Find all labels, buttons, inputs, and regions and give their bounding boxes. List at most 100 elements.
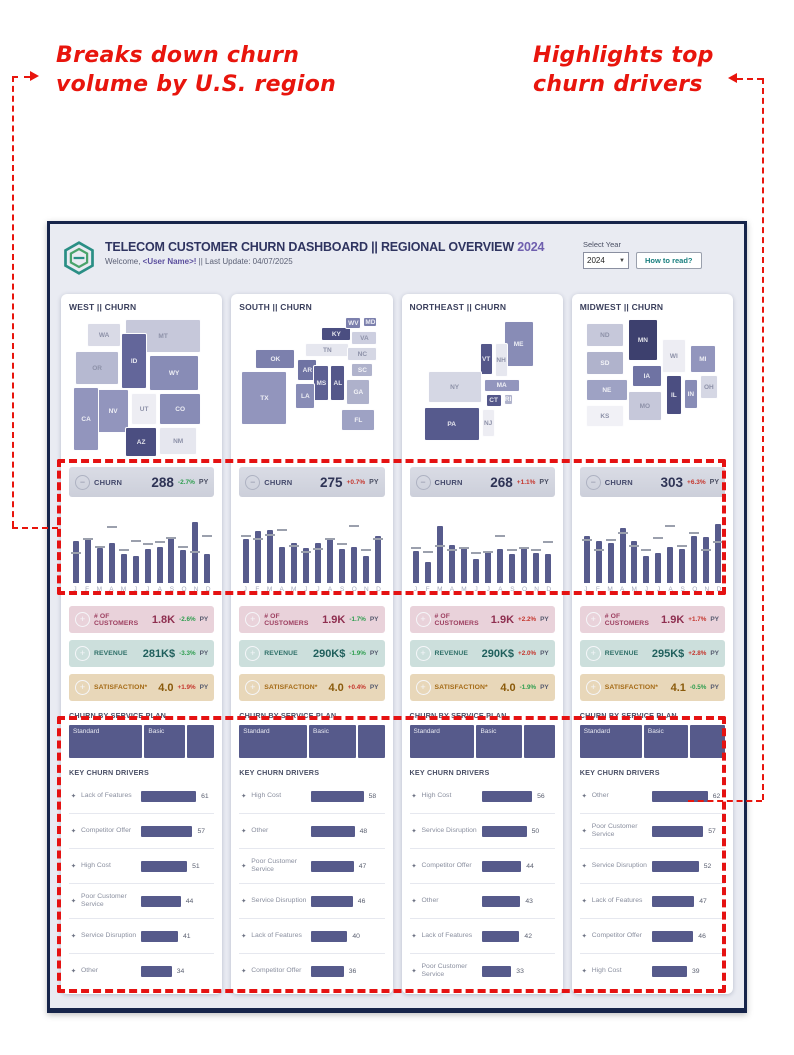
state-tn[interactable]: TN: [305, 343, 350, 357]
region-map[interactable]: ND MN SD WI MI NE IA IL IN OH KS MO: [580, 317, 725, 463]
driver-row[interactable]: ✦ Competitor Offer 46: [579, 918, 725, 953]
satisfaction-kpi-strip[interactable]: + SATISFACTION* 4.0 +0.4% PY: [239, 674, 385, 701]
state-ct[interactable]: CT: [485, 394, 502, 407]
region-map[interactable]: ME VT NH NY MA CT RI PA NJ: [410, 317, 555, 463]
plan-segment-basic[interactable]: Basic: [144, 725, 186, 758]
satisfaction-kpi-strip[interactable]: + SATISFACTION* 4.1 -0.5% PY: [579, 674, 725, 701]
driver-row[interactable]: ✦ Competitor Offer 36: [239, 953, 385, 988]
state-tx[interactable]: TX: [241, 371, 288, 425]
driver-row[interactable]: ✦ Service Disruption 46: [239, 883, 385, 918]
how-to-read-button[interactable]: How to read?: [636, 252, 702, 269]
driver-row[interactable]: ✦ Service Disruption 41: [69, 918, 215, 953]
customers-kpi-strip[interactable]: + # OF CUSTOMERS 1.9K +2.2% PY: [409, 606, 555, 633]
driver-row[interactable]: ✦ Poor Customer Service 44: [69, 883, 215, 918]
state-va[interactable]: VA: [351, 331, 378, 345]
service-plan-bar[interactable]: Standard Basic: [69, 725, 215, 758]
plan-segment-standard[interactable]: Standard: [409, 725, 475, 758]
driver-row[interactable]: ✦ Service Disruption 50: [409, 813, 555, 848]
customers-kpi-strip[interactable]: + # OF CUSTOMERS 1.8K -2.6% PY: [69, 606, 215, 633]
driver-row[interactable]: ✦ Poor Customer Service 57: [579, 813, 725, 848]
driver-row[interactable]: ✦ Poor Customer Service 33: [409, 953, 555, 988]
state-in[interactable]: IN: [683, 379, 698, 409]
state-ms[interactable]: MS: [313, 365, 330, 401]
region-map[interactable]: WA MT OR ID WY NV UT CO CA AZ NM: [69, 317, 214, 463]
state-id[interactable]: ID: [121, 333, 148, 389]
satisfaction-kpi-strip[interactable]: + SATISFACTION* 4.0 +1.9% PY: [69, 674, 215, 701]
driver-row[interactable]: ✦ High Cost 39: [579, 953, 725, 988]
plan-segment-standard[interactable]: Standard: [69, 725, 143, 758]
driver-row[interactable]: ✦ Competitor Offer 44: [409, 848, 555, 883]
driver-row[interactable]: ✦ High Cost 51: [69, 848, 215, 883]
revenue-kpi-strip[interactable]: + REVENUE 290K$ -1.9% PY: [239, 640, 385, 667]
driver-row[interactable]: ✦ Lack of Features 42: [409, 918, 555, 953]
state-me[interactable]: ME: [503, 321, 534, 367]
driver-row[interactable]: ✦ Other 48: [239, 813, 385, 848]
state-ky[interactable]: KY: [321, 327, 352, 341]
state-mi[interactable]: MI: [689, 345, 716, 373]
churn-kpi-strip[interactable]: − CHURN 288 -2.7% PY: [69, 467, 215, 497]
plan-segment[interactable]: [523, 725, 555, 758]
state-ut[interactable]: UT: [131, 393, 158, 425]
driver-row[interactable]: ✦ Other 34: [69, 953, 215, 988]
revenue-kpi-strip[interactable]: + REVENUE 281K$ -3.3% PY: [69, 640, 215, 667]
state-mo[interactable]: MO: [627, 391, 662, 421]
revenue-kpi-strip[interactable]: + REVENUE 295K$ +2.8% PY: [579, 640, 725, 667]
state-fl[interactable]: FL: [341, 409, 376, 431]
plan-segment[interactable]: [357, 725, 385, 758]
state-or[interactable]: OR: [75, 351, 120, 385]
state-il[interactable]: IL: [665, 375, 682, 415]
state-al[interactable]: AL: [330, 365, 346, 401]
customers-kpi-strip[interactable]: + # OF CUSTOMERS 1.9K -1.7% PY: [239, 606, 385, 633]
plan-segment-standard[interactable]: Standard: [239, 725, 307, 758]
state-az[interactable]: AZ: [125, 427, 158, 457]
driver-row[interactable]: ✦ Lack of Features 47: [579, 883, 725, 918]
region-map[interactable]: KY WV MD VA TN NC OK AR SC MS AL GA TX LA FL: [239, 317, 384, 463]
satisfaction-kpi-strip[interactable]: + SATISFACTION* 4.0 -1.9% PY: [409, 674, 555, 701]
state-ca[interactable]: CA: [73, 387, 100, 451]
driver-row[interactable]: ✦ Service Disruption 52: [579, 848, 725, 883]
driver-row[interactable]: ✦ Poor Customer Service 47: [239, 848, 385, 883]
service-plan-bar[interactable]: Standard Basic: [409, 725, 555, 758]
plan-segment-basic[interactable]: Basic: [309, 725, 356, 758]
plan-segment[interactable]: [689, 725, 725, 758]
year-select[interactable]: 2024 ▼: [583, 252, 629, 269]
state-wa[interactable]: WA: [87, 323, 122, 347]
state-ny[interactable]: NY: [427, 371, 482, 403]
state-ks[interactable]: KS: [585, 405, 624, 427]
state-nc[interactable]: NC: [347, 347, 378, 361]
state-ok[interactable]: OK: [255, 349, 296, 369]
driver-row[interactable]: ✦ Other 43: [409, 883, 555, 918]
state-nj[interactable]: NJ: [481, 409, 495, 437]
state-sd[interactable]: SD: [585, 351, 624, 375]
plan-segment-basic[interactable]: Basic: [476, 725, 522, 758]
state-nm[interactable]: NM: [159, 427, 198, 455]
driver-row[interactable]: ✦ High Cost 56: [410, 779, 555, 813]
state-co[interactable]: CO: [159, 393, 202, 425]
driver-row[interactable]: ✦ High Cost 58: [239, 779, 384, 813]
state-ia[interactable]: IA: [631, 365, 662, 387]
service-plan-bar[interactable]: Standard Basic: [239, 725, 385, 758]
state-sc[interactable]: SC: [351, 363, 374, 377]
driver-row[interactable]: ✦ Lack of Features 40: [239, 918, 385, 953]
state-nd[interactable]: ND: [585, 323, 624, 347]
driver-row[interactable]: ✦ Other 62: [580, 779, 725, 813]
state-pa[interactable]: PA: [423, 407, 480, 441]
churn-kpi-strip[interactable]: − CHURN 268 +1.1% PY: [409, 467, 555, 497]
state-ri[interactable]: RI: [503, 394, 513, 405]
state-ma[interactable]: MA: [483, 379, 520, 392]
state-la[interactable]: LA: [295, 383, 316, 409]
state-wi[interactable]: WI: [661, 339, 686, 373]
state-wv[interactable]: WV: [345, 317, 362, 329]
plan-segment-basic[interactable]: Basic: [643, 725, 688, 758]
state-vt[interactable]: VT: [479, 343, 493, 375]
state-md[interactable]: MD: [363, 317, 378, 327]
churn-kpi-strip[interactable]: − CHURN 275 +0.7% PY: [239, 467, 385, 497]
state-mn[interactable]: MN: [627, 319, 658, 361]
state-wy[interactable]: WY: [149, 355, 200, 391]
state-ga[interactable]: GA: [346, 379, 371, 405]
state-nv[interactable]: NV: [97, 389, 130, 433]
